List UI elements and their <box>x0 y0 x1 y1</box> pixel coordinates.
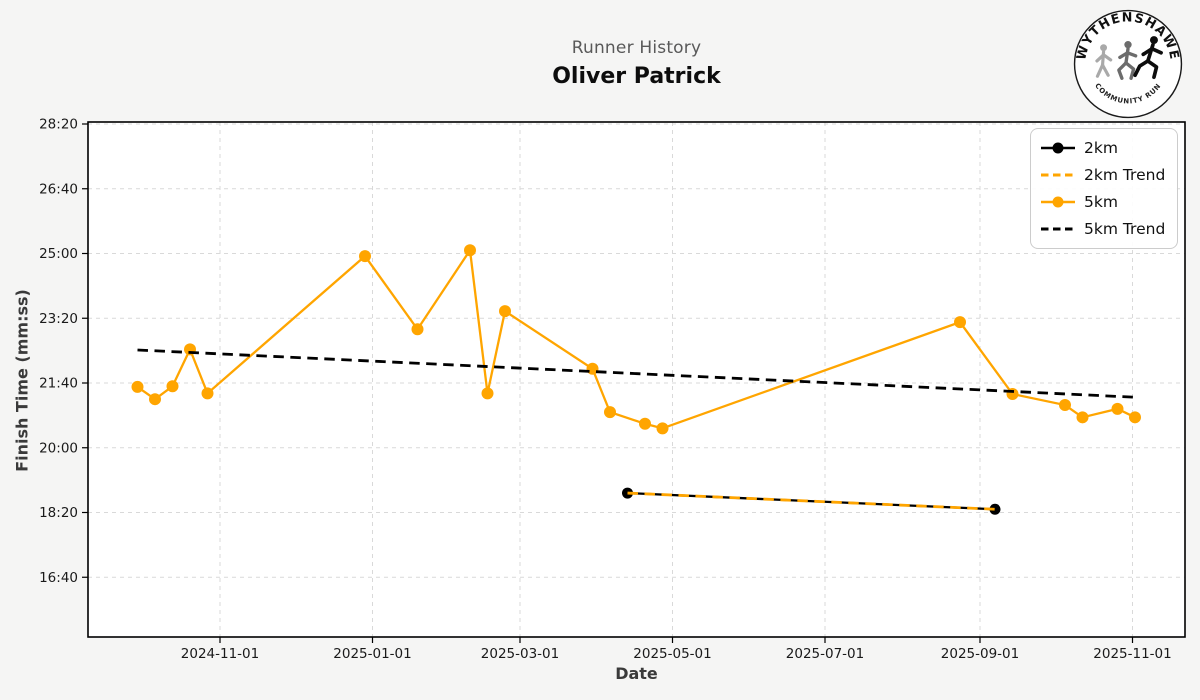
series-5km-marker <box>1111 402 1124 415</box>
legend-sample-icon <box>1041 173 1075 177</box>
y-tick-label: 16:40 <box>39 570 78 586</box>
y-axis-label: Finish Time (mm:ss) <box>12 289 32 472</box>
y-tick-label: 25:00 <box>39 246 78 262</box>
x-tick-label: 2025-03-01 <box>481 646 559 662</box>
chart-title: Oliver Patrick <box>552 64 721 89</box>
series-5km-marker <box>604 406 616 419</box>
legend-item-5km: 5km <box>1040 191 1167 213</box>
series-5km-marker <box>131 380 144 393</box>
legend-label: 5km <box>1084 193 1118 211</box>
y-tick-label: 20:00 <box>39 440 78 456</box>
legend-sample-icon <box>1041 196 1075 208</box>
series-5km-marker <box>149 393 161 406</box>
series-5km-marker <box>201 387 214 400</box>
series-5km-marker <box>166 380 179 393</box>
series-5km-marker <box>656 422 669 435</box>
logo-walker-icon <box>1095 44 1113 78</box>
series-5km-line <box>136 247 1136 430</box>
series-5km-marker <box>359 250 371 263</box>
legend-label: 2km <box>1084 139 1118 157</box>
x-tick-label: 2025-01-01 <box>333 646 411 662</box>
y-tick-label: 18:20 <box>39 505 78 521</box>
y-tick-label: 23:20 <box>39 311 78 327</box>
x-tick-label: 2025-07-01 <box>786 646 864 662</box>
wythenshawe-community-run-logo-icon: WYTHENSHAWE COMMUNITY RUN <box>1073 9 1183 119</box>
series-5km-trend-line <box>137 348 1136 399</box>
chart-legend: 2km 2km Trend 5km 5km Trend <box>1030 128 1178 249</box>
series-5km-marker <box>464 244 476 257</box>
y-tick-label: 21:40 <box>39 376 78 392</box>
legend-sample-icon <box>1041 227 1075 231</box>
series-5km-marker <box>1059 399 1071 412</box>
series-5km-marker <box>954 316 966 329</box>
series-5km-marker <box>1076 411 1089 424</box>
chart-titles: Runner History Oliver Patrick <box>88 38 1185 89</box>
logo-runner-icon <box>1117 40 1138 80</box>
legend-item-2km: 2km <box>1040 137 1167 159</box>
series-5km-marker <box>411 323 424 336</box>
series-5km-marker <box>1129 411 1141 424</box>
series-5km-marker <box>586 362 599 375</box>
y-tick-label: 28:20 <box>39 117 78 133</box>
series-5km-marker <box>481 387 494 400</box>
y-tick-label: 26:40 <box>39 181 78 197</box>
legend-item-2km-trend: 2km Trend <box>1040 164 1167 186</box>
plot-background <box>88 122 1185 637</box>
series-5km-marker <box>1006 388 1019 401</box>
legend-item-5km-trend: 5km Trend <box>1040 218 1167 240</box>
x-tick-label: 2025-11-01 <box>1093 646 1171 662</box>
logo-sprinter-icon <box>1133 36 1163 80</box>
x-tick-label: 2024-11-01 <box>181 646 259 662</box>
series-5km-marker <box>499 305 511 318</box>
chart-subtitle: Runner History <box>571 38 702 58</box>
legend-label: 2km Trend <box>1084 166 1166 184</box>
series-2km-marker <box>989 503 1001 515</box>
legend-sample-icon <box>1041 142 1075 154</box>
series-2km-trend-line <box>627 491 996 511</box>
legend-label: 5km Trend <box>1084 220 1166 238</box>
x-axis-label: Date <box>615 664 658 683</box>
x-tick-label: 2025-09-01 <box>941 646 1019 662</box>
series-5km-marker <box>639 417 651 430</box>
plot-border <box>87 121 1186 638</box>
x-tick-label: 2025-05-01 <box>633 646 711 662</box>
